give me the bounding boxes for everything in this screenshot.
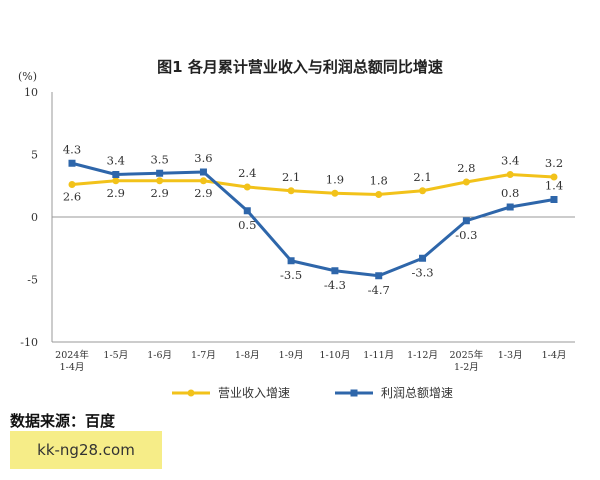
legend: 营业收入增速 利润总额增速 [172, 386, 453, 400]
data-label: 0.5 [238, 218, 256, 232]
chart-title: 图1 各月累计营业收入与利润总额同比增速 [157, 58, 443, 76]
data-point [199, 177, 207, 185]
data-point [506, 203, 514, 211]
data-point [550, 173, 558, 181]
data-point [375, 272, 383, 280]
data-label: 2.9 [150, 186, 168, 200]
data-point [156, 169, 164, 177]
data-label: 2.9 [194, 186, 212, 200]
legend-marker [187, 389, 195, 397]
data-label: 1.4 [545, 179, 563, 193]
y-tick-label: 10 [24, 86, 38, 99]
data-point [462, 217, 470, 225]
data-point [419, 254, 427, 262]
data-point [243, 207, 251, 215]
y-tick-label: -10 [20, 336, 38, 349]
series-line [71, 173, 555, 196]
data-label: -3.5 [280, 268, 302, 282]
legend-marker [350, 389, 358, 397]
data-label: 2.4 [238, 166, 256, 180]
x-tick-label: 2025年 1-2月 [450, 349, 484, 373]
x-tick-label: 1-7月 [191, 350, 216, 361]
data-point [287, 257, 295, 265]
x-tick-label: 1-9月 [279, 350, 304, 361]
data-point [243, 183, 251, 191]
data-point [156, 177, 164, 185]
legend-label: 营业收入增速 [218, 386, 290, 400]
x-tick-label: 2024年 1-4月 [55, 349, 89, 373]
y-tick-label: 0 [31, 211, 38, 224]
y-axis-unit: (%) [18, 70, 37, 83]
data-point [199, 168, 207, 176]
data-label: 2.6 [63, 190, 81, 204]
data-label: -3.3 [411, 265, 433, 279]
data-labels: 2.6 2.9 2.9 2.9 2.4 2.1 1.9 1.8 2.1 2.8 3.4 3.2 4.3 3… [63, 142, 563, 297]
data-label: 2.8 [457, 161, 475, 175]
data-label: 2.1 [282, 170, 300, 184]
y-tick-label: -5 [27, 274, 38, 287]
x-tick-label: 1-8月 [235, 350, 260, 361]
data-point [419, 187, 427, 195]
data-label: -0.3 [455, 228, 477, 242]
data-point [506, 171, 514, 178]
x-tick-label: 1-5月 [103, 350, 128, 361]
data-label: -4.7 [368, 283, 390, 297]
data-label: 1.9 [326, 172, 344, 186]
x-tick-label: 1-4月 [542, 350, 567, 361]
data-label: 2.1 [413, 170, 431, 184]
x-tick-label: 1-11月 [363, 350, 394, 361]
data-point [375, 191, 383, 198]
data-point [462, 178, 470, 186]
series-line [71, 161, 555, 278]
data-label: 2.9 [107, 186, 125, 200]
x-tick-label: 1-3月 [498, 350, 523, 361]
axes: 10 5 0 -5 -10 2024年 1-4月 1-5月 1-6月 1-7月 1-8月 1-9月 1-… [20, 86, 575, 373]
line-chart: 图1 各月累计营业收入与利润总额同比增速 (%) 10 5 0 -5 -10 2024年 1… [18, 58, 575, 400]
data-label: 3.6 [194, 151, 212, 165]
data-point [287, 187, 295, 195]
data-label: 1.8 [370, 174, 388, 188]
x-tick-label: 1-12月 [407, 350, 438, 361]
data-label: 4.3 [63, 142, 81, 156]
x-tick-label: 1-6月 [147, 350, 172, 361]
series-layer [68, 159, 558, 280]
data-point [331, 267, 339, 275]
data-source-note: 数据来源：百度 [10, 412, 116, 430]
data-point [550, 196, 558, 203]
data-point [112, 177, 120, 185]
x-tick-label: 1-10月 [319, 350, 350, 361]
data-point [112, 171, 120, 178]
data-label: 3.5 [150, 152, 168, 166]
data-label: 0.8 [501, 186, 519, 200]
data-label: 3.4 [107, 154, 125, 168]
data-label: 3.2 [545, 156, 563, 170]
data-label: 3.4 [501, 154, 519, 168]
data-point [68, 159, 76, 167]
legend-label: 利润总额增速 [381, 386, 453, 400]
y-tick-label: 5 [31, 149, 38, 162]
data-point [68, 181, 76, 188]
data-label: -4.3 [324, 278, 346, 292]
watermark-link[interactable]: kk-ng28.com [10, 431, 162, 469]
data-point [331, 189, 339, 197]
